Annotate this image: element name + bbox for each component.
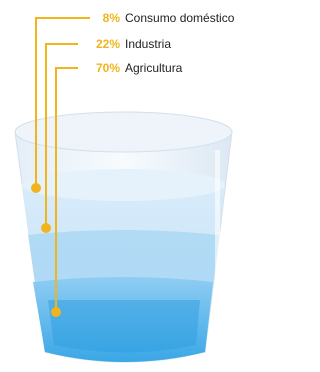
infographic: 8% Consumo doméstico 22% Industria 70% A… [0, 0, 246, 372]
percent: 8% [103, 11, 121, 25]
percent: 22% [96, 37, 120, 51]
label: Agricultura [125, 61, 183, 75]
label: Consumo doméstico [125, 11, 235, 25]
label: Industria [125, 37, 171, 51]
percent: 70% [96, 61, 120, 75]
page: {"items": [ {"percent": "8%", "label": "… [0, 0, 246, 372]
glass [15, 112, 232, 362]
